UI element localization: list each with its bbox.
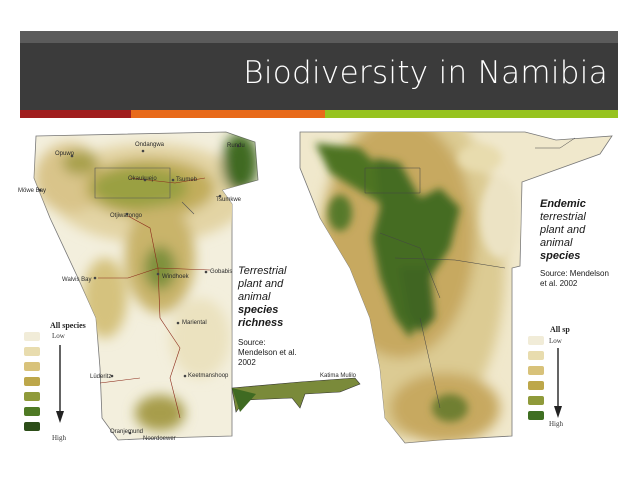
legend-swatch	[24, 392, 40, 401]
place-label: Noordoewer	[143, 436, 176, 442]
place-label: Gobabis	[210, 269, 233, 275]
legend-swatch	[528, 381, 544, 390]
legend-title: All sp	[550, 325, 570, 334]
accent-stripe-red	[20, 110, 131, 118]
caption-line: Endemic	[540, 198, 586, 210]
legend-high: High	[549, 420, 563, 428]
maps-area: Rundu Ondangwa Opuwo Möwe Bay Okaukuejo …	[0, 118, 638, 478]
legend-swatch	[528, 336, 544, 345]
legend-low: Low	[549, 337, 562, 345]
caption-source: Source:	[238, 338, 266, 347]
caption-source: Mendelson et al.	[238, 348, 297, 357]
place-label: Windhoek	[162, 274, 189, 280]
slide-title: Biodiversity in Namibia	[243, 55, 608, 91]
left-map-caption: Terrestrial plant and animal species ric…	[238, 265, 297, 368]
caption-line: animal	[238, 291, 271, 303]
legend-swatch	[24, 407, 40, 416]
caption-line: Terrestrial	[238, 265, 287, 277]
title-bar: Biodiversity in Namibia	[20, 43, 618, 110]
legend-swatch	[528, 351, 544, 360]
place-label: Katima Mulilo	[320, 373, 357, 379]
caption-line: plant and	[540, 224, 586, 236]
legend-swatch	[24, 332, 40, 341]
place-label: Tsumeb	[176, 177, 198, 183]
legend-swatch	[24, 377, 40, 386]
title-bar-top	[20, 31, 618, 43]
caption-line: species	[238, 304, 279, 316]
legend-swatch	[24, 347, 40, 356]
legend-swatch	[528, 366, 544, 375]
accent-stripe-green	[325, 110, 618, 118]
right-map-caption: Endemic terrestrial plant and animal spe…	[540, 198, 609, 289]
caption-line: animal	[540, 237, 573, 249]
accent-stripe-orange	[131, 110, 325, 118]
place-label: Otjiwarongo	[110, 213, 143, 219]
place-label: Oranjemund	[110, 429, 144, 435]
legend-swatch	[24, 362, 40, 371]
place-label: Tsumkwe	[216, 197, 242, 203]
place-label: Walvis Bay	[62, 277, 92, 283]
legend-arrow-icon	[56, 345, 64, 423]
legend-swatch	[24, 422, 40, 431]
caption-line: plant and	[238, 278, 284, 290]
maps-svg	[33, 131, 613, 444]
caption-line: terrestrial	[540, 211, 586, 223]
place-label: Rundu	[227, 143, 245, 149]
caption-line: richness	[238, 317, 284, 329]
place-label: Möwe Bay	[18, 188, 47, 194]
legend-title: All species	[50, 321, 86, 330]
legend-swatch	[528, 411, 544, 420]
caption-line: species	[540, 250, 581, 262]
caption-source: Source: Mendelson	[540, 269, 609, 278]
legend-arrow-icon	[554, 348, 562, 418]
place-label: Lüderitz	[90, 374, 112, 380]
legend-high: High	[52, 434, 66, 442]
place-label: Mariental	[182, 320, 207, 326]
caption-source: et al. 2002	[540, 279, 578, 288]
legend-swatch	[528, 396, 544, 405]
place-label: Opuwo	[55, 151, 75, 157]
place-label: Ondangwa	[135, 142, 165, 148]
place-label: Okaukuejo	[128, 176, 157, 182]
legend-low: Low	[52, 332, 65, 340]
caption-source: 2002	[238, 358, 256, 367]
right-map	[299, 131, 613, 444]
place-label: Keetmanshoop	[188, 373, 229, 379]
